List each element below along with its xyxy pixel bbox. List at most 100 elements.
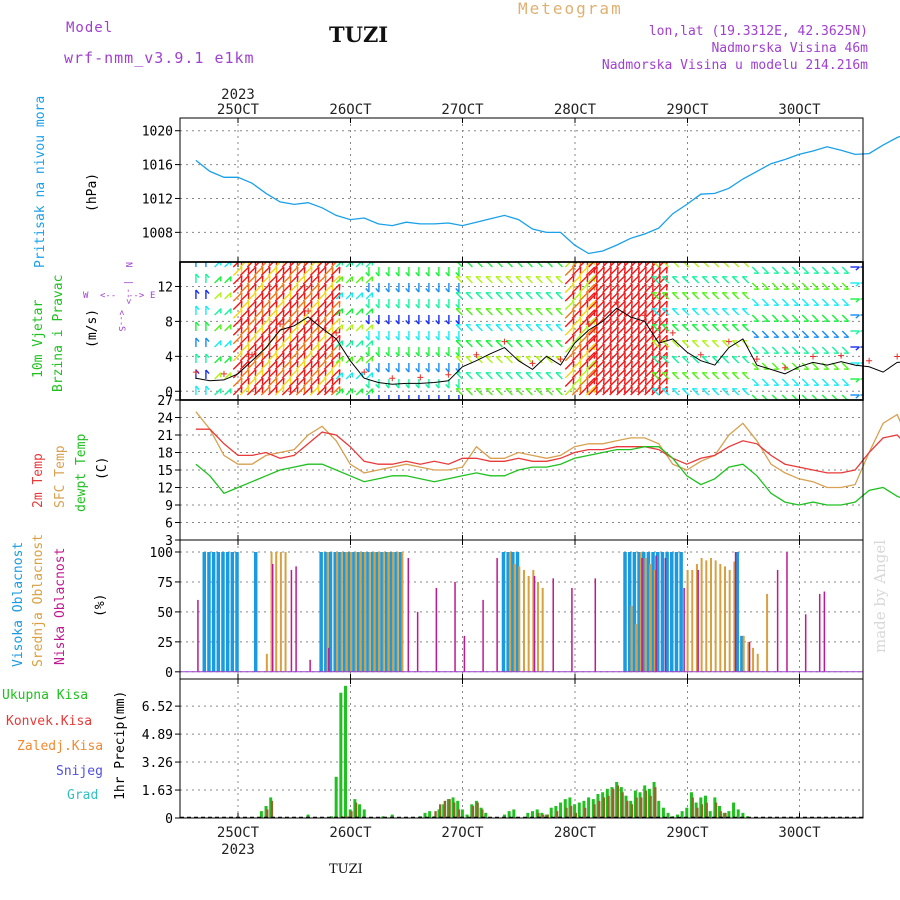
cloud-mid-bar [728,569,731,672]
wind-barb [525,308,533,316]
wind-barb [671,276,680,284]
precip-total-bar [502,814,506,818]
wind-barb [571,334,582,345]
wind-barb [609,317,619,328]
wind-barb-feather [425,319,430,325]
compass-up: <-- [116,310,126,326]
wind-barb [564,368,575,379]
wind-barb [515,292,523,300]
wind-barb [602,292,612,302]
cloud-low-bar [641,557,643,672]
wind-barb [239,377,250,387]
wind-barb-feather [866,267,870,270]
wind-barb [281,262,289,268]
wind-barb [564,343,575,353]
wind-barb [571,351,582,362]
wind-barb [658,343,668,353]
wind-barb [588,309,598,319]
wind-barb [355,340,364,348]
cloud-mid-bar [340,551,343,672]
precip-conv-bar [630,804,634,818]
wind-barb [588,300,598,311]
gust-marker [277,321,284,328]
gust-marker [501,338,508,345]
wind-barb-feather [405,319,410,325]
wind-barb [791,298,800,306]
wind-barb [505,388,513,396]
top-date-label: 27OCT [441,102,484,118]
wind-barb [595,343,605,353]
wind-barb-feather [195,337,200,343]
wind-barb [365,308,374,316]
precip-total-bar [666,812,670,818]
wind-barb [302,300,313,311]
wind-barb-feather [395,351,400,357]
wind-barb [260,351,271,362]
wind-barb [616,386,626,396]
wind-barb [602,266,612,277]
wind-barb [821,346,830,354]
wind-barb [564,317,575,328]
wind-barb [588,275,598,285]
wind-barb [616,292,626,302]
wind-barb [609,368,619,379]
wind-barb [495,340,503,348]
precip-total-bar [358,804,362,818]
pressure-panel: 1008 1012 1016 1020 [142,118,863,262]
cloud-low-bar [271,563,274,672]
precip-conv-bar [583,807,587,818]
wind-barb [661,372,670,380]
wind-barb [588,283,598,294]
wind-barb [330,300,341,311]
wind-barb [232,266,243,277]
wind-barb-feather [455,351,460,357]
wind-barb [295,351,306,362]
wind-barb [609,275,619,285]
wind-barb [623,283,633,294]
wind-barb [253,368,264,379]
wind-barb [330,377,341,387]
top-date-label: 25OCT [217,102,260,118]
wind-barb [681,308,690,316]
wind-barb [267,317,278,328]
wind-barb [821,266,830,274]
wind-barb [637,317,647,328]
wind-barb [486,262,493,268]
wind-barb [791,362,800,370]
precip-total-bar [512,809,516,818]
wind-barb [355,276,364,284]
wind-barb-feather [375,335,380,341]
wind-barb [602,351,612,362]
top-date-label: 29OCT [666,102,709,118]
wind-barb [781,282,790,290]
wind-barb [281,283,292,294]
precip-conv-bar [612,788,615,818]
wind-barb [841,266,850,274]
wind-barb [637,292,647,302]
cloud-high-bar [394,551,398,672]
wind-barb [595,262,602,268]
wind-barb [588,368,598,379]
wind-barb-feather [876,363,880,366]
wind-barb [274,317,285,328]
wind-barb-feather [375,383,380,389]
wind-barb [535,356,543,364]
cloud-high-bar [370,551,375,672]
wind-barb [681,276,690,284]
wind-barb-feather [876,347,880,350]
cloud-high-bar [380,551,384,672]
cloud-high-bar [623,551,627,672]
pressure-ylabel: Pritisak na nivou mora [33,96,48,268]
cloud-high-bar [366,551,370,672]
wind-barb [515,324,523,332]
wind-barb [578,343,589,353]
wind-barb-feather [385,351,390,357]
wind-barb [761,394,769,400]
wind-barb [232,300,243,311]
wind-barb [630,326,640,336]
wind-barb [355,388,364,396]
cloud-high-bar [670,551,674,672]
wind-barb-feather [855,266,860,271]
wind-barb [365,292,374,300]
wind-barb [288,317,299,328]
